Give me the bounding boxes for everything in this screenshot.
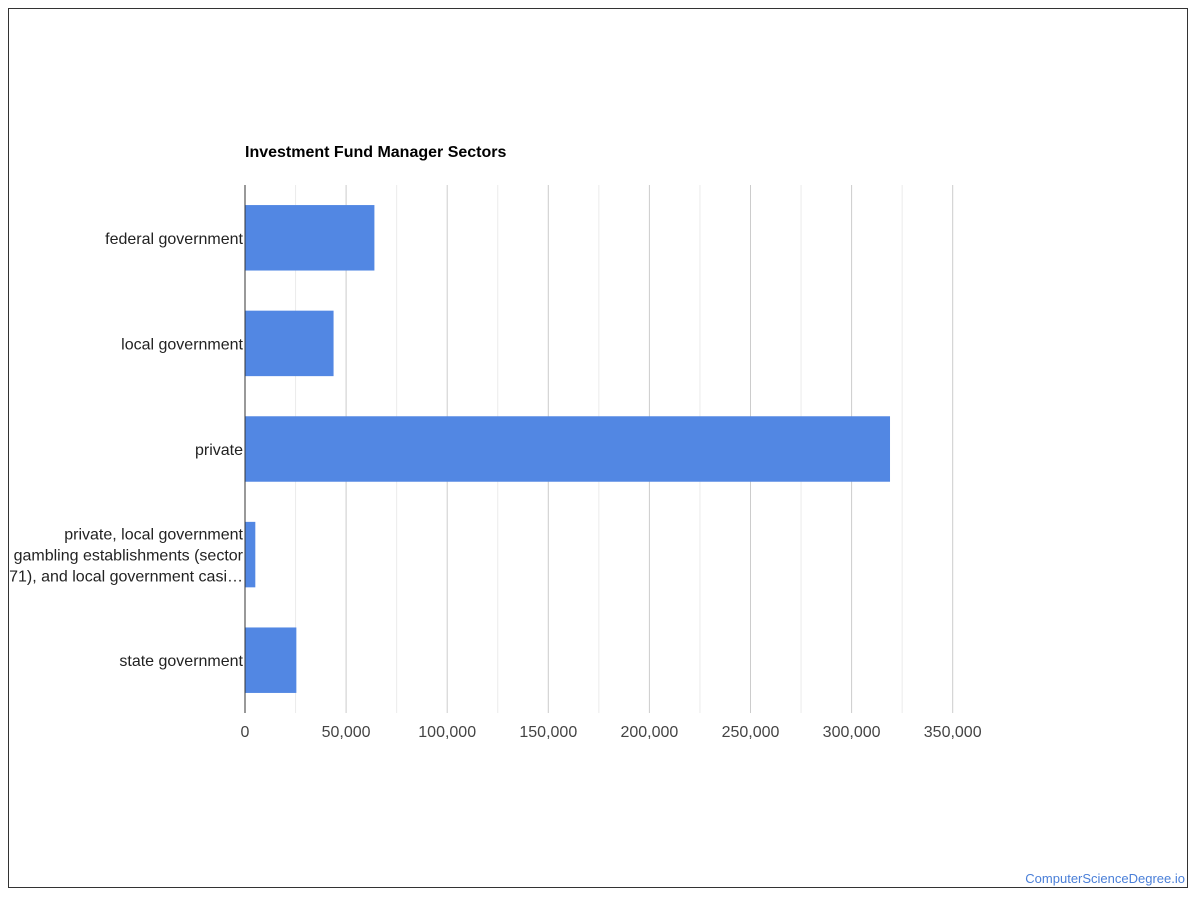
category-label: local government — [121, 336, 243, 353]
chart-title: Investment Fund Manager Sectors — [245, 144, 506, 161]
x-tick-label: 250,000 — [722, 724, 780, 741]
x-tick-label: 100,000 — [418, 724, 476, 741]
x-tick-label: 300,000 — [823, 724, 881, 741]
x-tick-label: 350,000 — [924, 724, 982, 741]
category-label: federal government — [105, 231, 243, 248]
x-tick-labels: 0 50,000 100,000 150,000 200,000 250,000 300,0… — [241, 724, 982, 741]
bar-1 — [245, 205, 375, 271]
bars — [245, 205, 891, 693]
x-tick-label: 150,000 — [519, 724, 577, 741]
x-tick-label: 0 — [241, 724, 250, 741]
x-tick-label: 50,000 — [322, 724, 371, 741]
category-label: private, local government — [64, 527, 243, 544]
bar-3 — [245, 416, 891, 482]
category-label: 71), and local government casi… — [9, 569, 243, 586]
bar-5 — [245, 627, 297, 693]
category-label: private — [195, 442, 243, 459]
category-labels: federal government local government privat… — [9, 231, 244, 670]
bar-2 — [245, 310, 334, 377]
watermark[interactable]: ComputerScienceDegree.io — [1025, 871, 1185, 886]
x-tick-label: 200,000 — [620, 724, 678, 741]
bar-4 — [245, 521, 256, 588]
category-label: gambling establishments (sector — [14, 548, 244, 565]
category-label: state government — [119, 653, 243, 670]
